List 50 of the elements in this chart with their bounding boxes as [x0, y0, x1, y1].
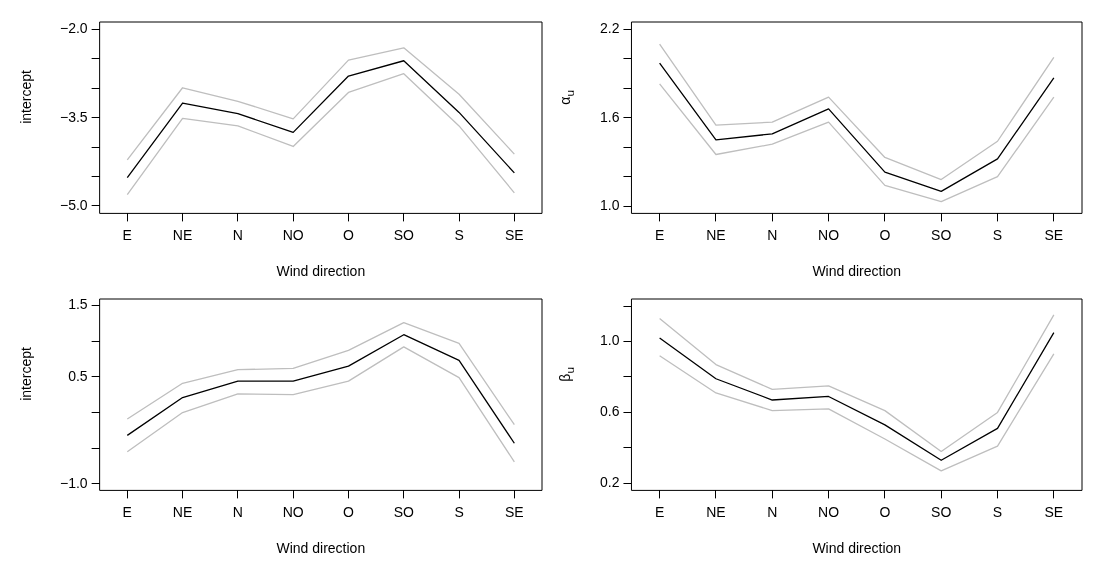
x-tick-label: O: [343, 503, 355, 520]
y-tick-label: 1.0: [599, 196, 620, 213]
x-tick-label: NO: [282, 503, 304, 520]
x-tick-label: SE: [505, 503, 524, 520]
x-tick-label: E: [122, 503, 132, 520]
x-tick-label: N: [232, 226, 243, 243]
y-tick-label: −2.0: [60, 20, 88, 37]
x-axis-title: Wind direction: [812, 263, 902, 280]
y-tick-label: −5.0: [60, 196, 88, 213]
x-tick-label: SO: [393, 503, 414, 520]
y-axis-title: intercept: [18, 70, 35, 124]
x-tick-label: SO: [931, 503, 952, 520]
x-tick-label: O: [879, 503, 891, 520]
x-tick-label: NE: [706, 226, 726, 243]
x-tick-label: SE: [505, 226, 524, 243]
x-tick-label: O: [879, 226, 891, 243]
y-tick-label: 2.2: [599, 20, 620, 37]
x-tick-label: NE: [706, 503, 726, 520]
x-tick-label: E: [654, 503, 665, 520]
x-tick-label: NE: [172, 503, 193, 520]
x-axis-title: Wind direction: [276, 540, 366, 557]
x-tick-label: E: [654, 226, 665, 243]
x-tick-label: SO: [393, 226, 414, 243]
x-axis-title: Wind direction: [276, 263, 366, 280]
x-tick-label: NO: [282, 226, 304, 243]
x-tick-label: S: [454, 226, 464, 243]
y-tick-label: 1.5: [68, 296, 88, 313]
x-tick-label: N: [767, 503, 778, 520]
x-tick-label: S: [454, 503, 464, 520]
x-tick-label: S: [992, 226, 1003, 243]
x-tick-label: SE: [1044, 503, 1064, 520]
y-tick-label: 0.6: [599, 403, 620, 420]
y-tick-label: 0.5: [68, 367, 88, 384]
x-tick-label: NO: [818, 503, 840, 520]
x-tick-label: S: [992, 503, 1003, 520]
x-tick-label: O: [343, 226, 355, 243]
y-tick-label: −3.5: [60, 108, 88, 125]
y-tick-label: 1.6: [599, 108, 620, 125]
x-tick-label: SO: [931, 226, 952, 243]
y-tick-label: 0.2: [599, 474, 620, 491]
x-tick-label: N: [232, 503, 243, 520]
x-tick-label: NE: [172, 226, 193, 243]
y-tick-label: −1.0: [60, 474, 88, 491]
x-tick-label: N: [767, 226, 778, 243]
x-tick-label: SE: [1044, 226, 1064, 243]
x-tick-label: E: [122, 226, 132, 243]
y-axis-title: intercept: [18, 347, 35, 401]
x-tick-label: NO: [818, 226, 840, 243]
y-tick-label: 1.0: [599, 332, 620, 349]
x-axis-title: Wind direction: [812, 540, 902, 557]
